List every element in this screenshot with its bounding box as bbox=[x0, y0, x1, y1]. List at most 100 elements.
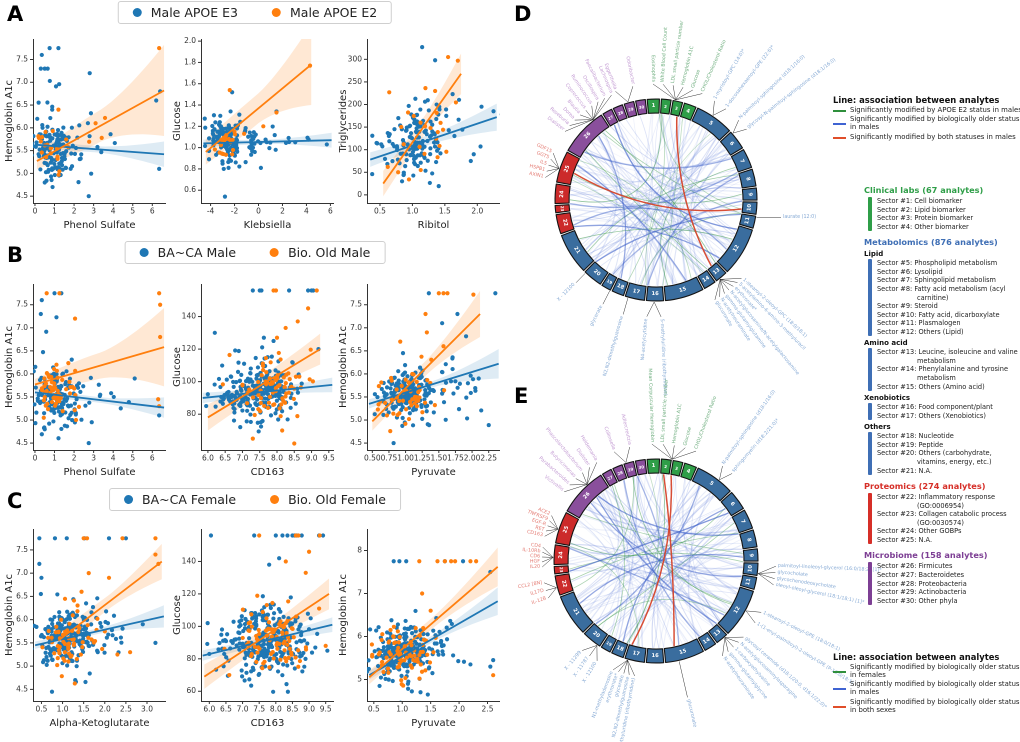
sector-group-bar bbox=[868, 197, 872, 232]
sector-group-bar bbox=[868, 403, 872, 421]
sector-legend-item: Sector #7: Sphingolipid metabolism bbox=[877, 276, 996, 285]
sector-subgroup: Sector #22: Inflammatory response (GO:00… bbox=[868, 493, 1020, 545]
sector-number: 1 bbox=[652, 103, 656, 109]
association-chord bbox=[595, 213, 741, 263]
sector-12 bbox=[717, 586, 754, 634]
sector-subgroup: Sector #18: Nucleotide Sector #19: Peptid… bbox=[868, 432, 1020, 476]
sector-8 bbox=[738, 168, 757, 189]
analyte-label: N2,N2-dimethylguanosine bbox=[602, 315, 625, 377]
association-chord bbox=[632, 552, 743, 646]
sector-legend-item: Sector #5: Phospholipid metabolism bbox=[877, 259, 998, 268]
label-connector bbox=[746, 610, 762, 613]
association-chord bbox=[591, 142, 705, 272]
association-chord bbox=[578, 519, 623, 639]
association-chord bbox=[626, 517, 732, 644]
legend-line-label: Significantly modified by biologically o… bbox=[850, 115, 1020, 132]
sector-30 bbox=[635, 99, 648, 116]
scatter-a3-triglycerides-vs-ribitol bbox=[337, 30, 505, 234]
association-chord bbox=[647, 169, 737, 286]
sector-legend-item: Sector #17: Others (Xenobiotics) bbox=[877, 411, 986, 420]
analyte-label: 1-docosahexaenoyl-GPE (22:6)* bbox=[724, 44, 776, 109]
sector-legend: Clinical labs (67 analytes) Sector #1: Ce… bbox=[864, 179, 1020, 607]
association-chord bbox=[646, 174, 739, 286]
sector-subgroup: Sector #1: Cell biomarker Sector #2: Lipi… bbox=[868, 197, 1020, 232]
sector-29 bbox=[623, 460, 638, 479]
analyte-label: LDL small particle number bbox=[660, 379, 670, 442]
association-chord bbox=[585, 489, 619, 613]
sector-group-bar bbox=[868, 432, 872, 476]
sector-number: 18 bbox=[616, 283, 625, 291]
label-connector bbox=[612, 659, 628, 671]
label-connector bbox=[592, 94, 612, 120]
association-chord bbox=[593, 116, 678, 261]
line-legend-item: Significantly modified by biologically o… bbox=[833, 680, 1020, 697]
legend-line-swatch bbox=[833, 705, 846, 708]
legend-line-swatch bbox=[833, 109, 846, 113]
sector-legend-item: Sector #3: Protein biomarker bbox=[877, 214, 974, 223]
label-connector bbox=[549, 520, 559, 530]
legend-line-label: Significantly modified by biologically o… bbox=[850, 663, 1020, 679]
association-chord bbox=[597, 495, 739, 536]
label-connector bbox=[720, 278, 742, 280]
sector-subgroup-heading: Xenobiotics bbox=[864, 394, 911, 403]
line-legend-item: Significantly modified by biologically o… bbox=[833, 663, 1020, 680]
analyte-label: N4-acetylcytidine bbox=[640, 318, 649, 360]
association-chord bbox=[588, 505, 620, 635]
association-chord bbox=[569, 512, 729, 572]
sector-legend-item: Sector #21: N.A. bbox=[877, 466, 933, 475]
association-chord bbox=[644, 474, 738, 594]
sector-legend-item: Sector #1: Cell biomarker bbox=[877, 197, 963, 205]
legend-dot-blue bbox=[124, 495, 134, 504]
sector-number: 3 bbox=[674, 105, 678, 111]
sector-legend-item: Sector #24: Other GOBPs bbox=[877, 527, 962, 536]
association-chord bbox=[568, 556, 739, 591]
sector-17 bbox=[624, 282, 647, 301]
circos-d: 1 2 3 4567891011121314151617181920212223242… bbox=[528, 20, 837, 396]
legend-line-swatch bbox=[833, 136, 846, 139]
sector-legend-item: Sector #20: Others (carbohydrate, vitami… bbox=[877, 449, 992, 466]
label-connector bbox=[582, 645, 597, 651]
line-legend-title: Line: association between analytes bbox=[833, 652, 1000, 662]
label-connector bbox=[675, 93, 703, 101]
sector-number: 15 bbox=[679, 648, 688, 656]
legend-label: Bio. Old Female bbox=[288, 492, 386, 507]
label-connector bbox=[551, 515, 559, 530]
legend-panel-a: Male APOE E3 Male APOE E2 bbox=[117, 1, 393, 24]
analyte-label: HGF bbox=[530, 558, 540, 564]
panel-letter-b: B bbox=[7, 243, 24, 267]
association-chord bbox=[595, 130, 707, 263]
sector-30 bbox=[634, 459, 648, 476]
association-chord bbox=[584, 473, 661, 612]
sector-group-bar bbox=[868, 259, 872, 337]
sector-number: 4 bbox=[686, 468, 692, 475]
legend-item: BA~CA Male bbox=[139, 245, 236, 260]
sector-legend-item: Sector #11: Plasmalogen bbox=[877, 319, 961, 328]
analyte-label: IL-10Rb bbox=[522, 547, 541, 554]
association-chord bbox=[651, 548, 743, 648]
sector-subgroup: Sector #13: Leucine, isoleucine and vali… bbox=[868, 348, 1020, 392]
sector-1 bbox=[646, 458, 661, 474]
association-chord bbox=[570, 193, 742, 211]
legend-dot-orange bbox=[270, 495, 280, 504]
label-connector bbox=[651, 443, 673, 460]
association-chord bbox=[572, 219, 724, 255]
association-chord bbox=[598, 494, 743, 559]
sector-subgroup-heading: Others bbox=[864, 423, 891, 432]
label-connector bbox=[758, 573, 774, 586]
label-connector bbox=[602, 290, 610, 305]
sector-number: 28 bbox=[617, 470, 624, 477]
sector-number: 29 bbox=[627, 106, 634, 112]
association-chord bbox=[659, 113, 688, 281]
analyte-label: Glucose bbox=[690, 69, 702, 89]
association-chord bbox=[595, 476, 635, 625]
association-chord bbox=[581, 125, 701, 183]
association-chord bbox=[583, 124, 639, 247]
label-connector bbox=[564, 119, 594, 132]
association-chord bbox=[569, 547, 725, 616]
association-chord bbox=[602, 491, 639, 647]
sector-8 bbox=[739, 529, 758, 550]
association-chord bbox=[619, 121, 741, 215]
line-legend-item: Significantly modified by both statuses … bbox=[833, 133, 1020, 142]
association-chord bbox=[666, 176, 739, 284]
sector-group-title: Microbiome (158 analytes) bbox=[864, 550, 988, 561]
